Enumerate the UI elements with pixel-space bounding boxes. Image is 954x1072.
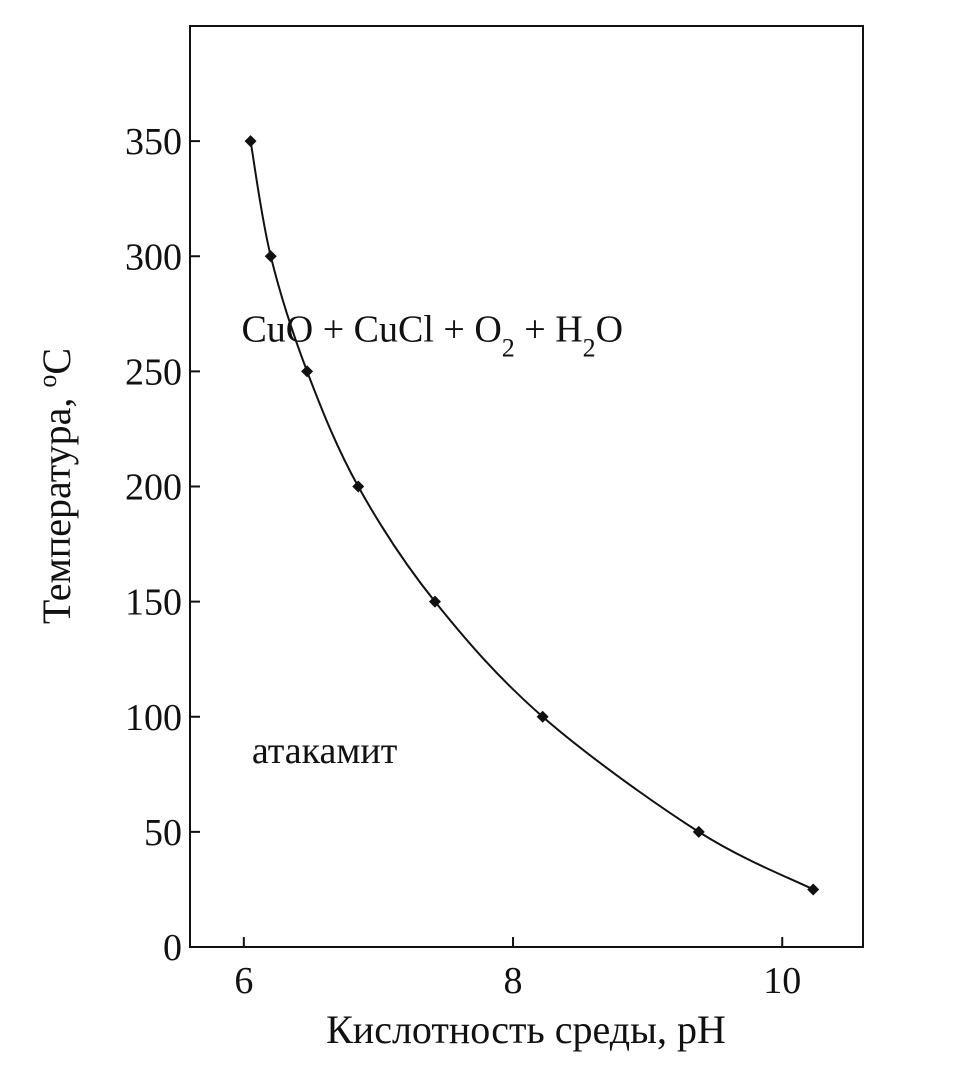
annotation-reaction-part: 2 [502, 333, 515, 362]
y-axis-title-degree: o [33, 375, 62, 388]
y-axis-title-unit: C [34, 348, 79, 375]
x-axis-title: Кислотность среды, pH [326, 1007, 726, 1052]
plot-frame [189, 25, 864, 948]
y-tick-label: 350 [125, 121, 182, 163]
annotation-reaction-part: O [596, 308, 623, 350]
x-tick-label: 10 [763, 960, 801, 1002]
data-point-marker [352, 480, 365, 493]
y-axis-title: Температура, oC [33, 348, 80, 624]
y-tick-label: 300 [125, 236, 182, 278]
x-tick-label: 6 [234, 960, 253, 1002]
y-tick-label: 250 [125, 351, 182, 393]
data-point-marker [301, 365, 314, 378]
y-tick-label: 0 [163, 927, 182, 969]
data-point-marker [264, 250, 277, 263]
annotation-atacamite: атакамит [252, 730, 398, 772]
annotation-reaction-part: + H [515, 308, 583, 350]
annotation-reaction: CuO + CuCl + O2 + H2O [241, 308, 623, 362]
series-line [249, 140, 814, 891]
x-axis-ticks: 6 8 10 [234, 937, 801, 1002]
x-tick-label: 8 [504, 960, 523, 1002]
y-tick-label: 100 [125, 697, 182, 739]
y-axis-ticks: 0 50 100 150 200 250 300 350 [125, 121, 200, 969]
data-point-marker [536, 710, 549, 723]
y-tick-label: 50 [144, 812, 182, 854]
series-markers [244, 135, 820, 896]
data-point-marker [428, 595, 441, 608]
annotation-reaction-part: 2 [583, 333, 596, 362]
data-point-marker [807, 883, 820, 896]
y-tick-label: 150 [125, 582, 182, 624]
data-point-marker [244, 135, 257, 148]
y-axis-title-main: Температура, [34, 388, 79, 625]
y-tick-label: 200 [125, 467, 182, 509]
annotation-reaction-part: CuO + CuCl + O [241, 308, 501, 350]
data-point-marker [692, 825, 705, 838]
